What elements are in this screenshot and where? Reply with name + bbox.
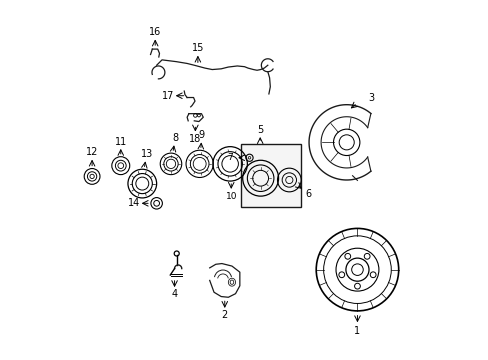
Text: 14: 14 [127,198,140,208]
Text: 12: 12 [86,147,98,157]
Text: 7: 7 [226,153,232,162]
Text: 8: 8 [172,133,178,143]
Text: 10: 10 [225,192,237,201]
Text: 15: 15 [191,44,203,53]
Text: 3: 3 [368,93,374,103]
Text: 11: 11 [114,137,127,147]
Text: 2: 2 [221,310,227,320]
Text: 9: 9 [198,130,204,140]
Text: 1: 1 [354,325,360,336]
Text: 16: 16 [149,27,161,37]
Text: 6: 6 [305,189,311,199]
Text: 17: 17 [161,91,174,101]
Text: 4: 4 [171,289,177,299]
Text: 18: 18 [189,134,201,144]
Text: 13: 13 [140,149,152,159]
Text: 5: 5 [257,125,263,135]
Bar [241,144,301,207]
